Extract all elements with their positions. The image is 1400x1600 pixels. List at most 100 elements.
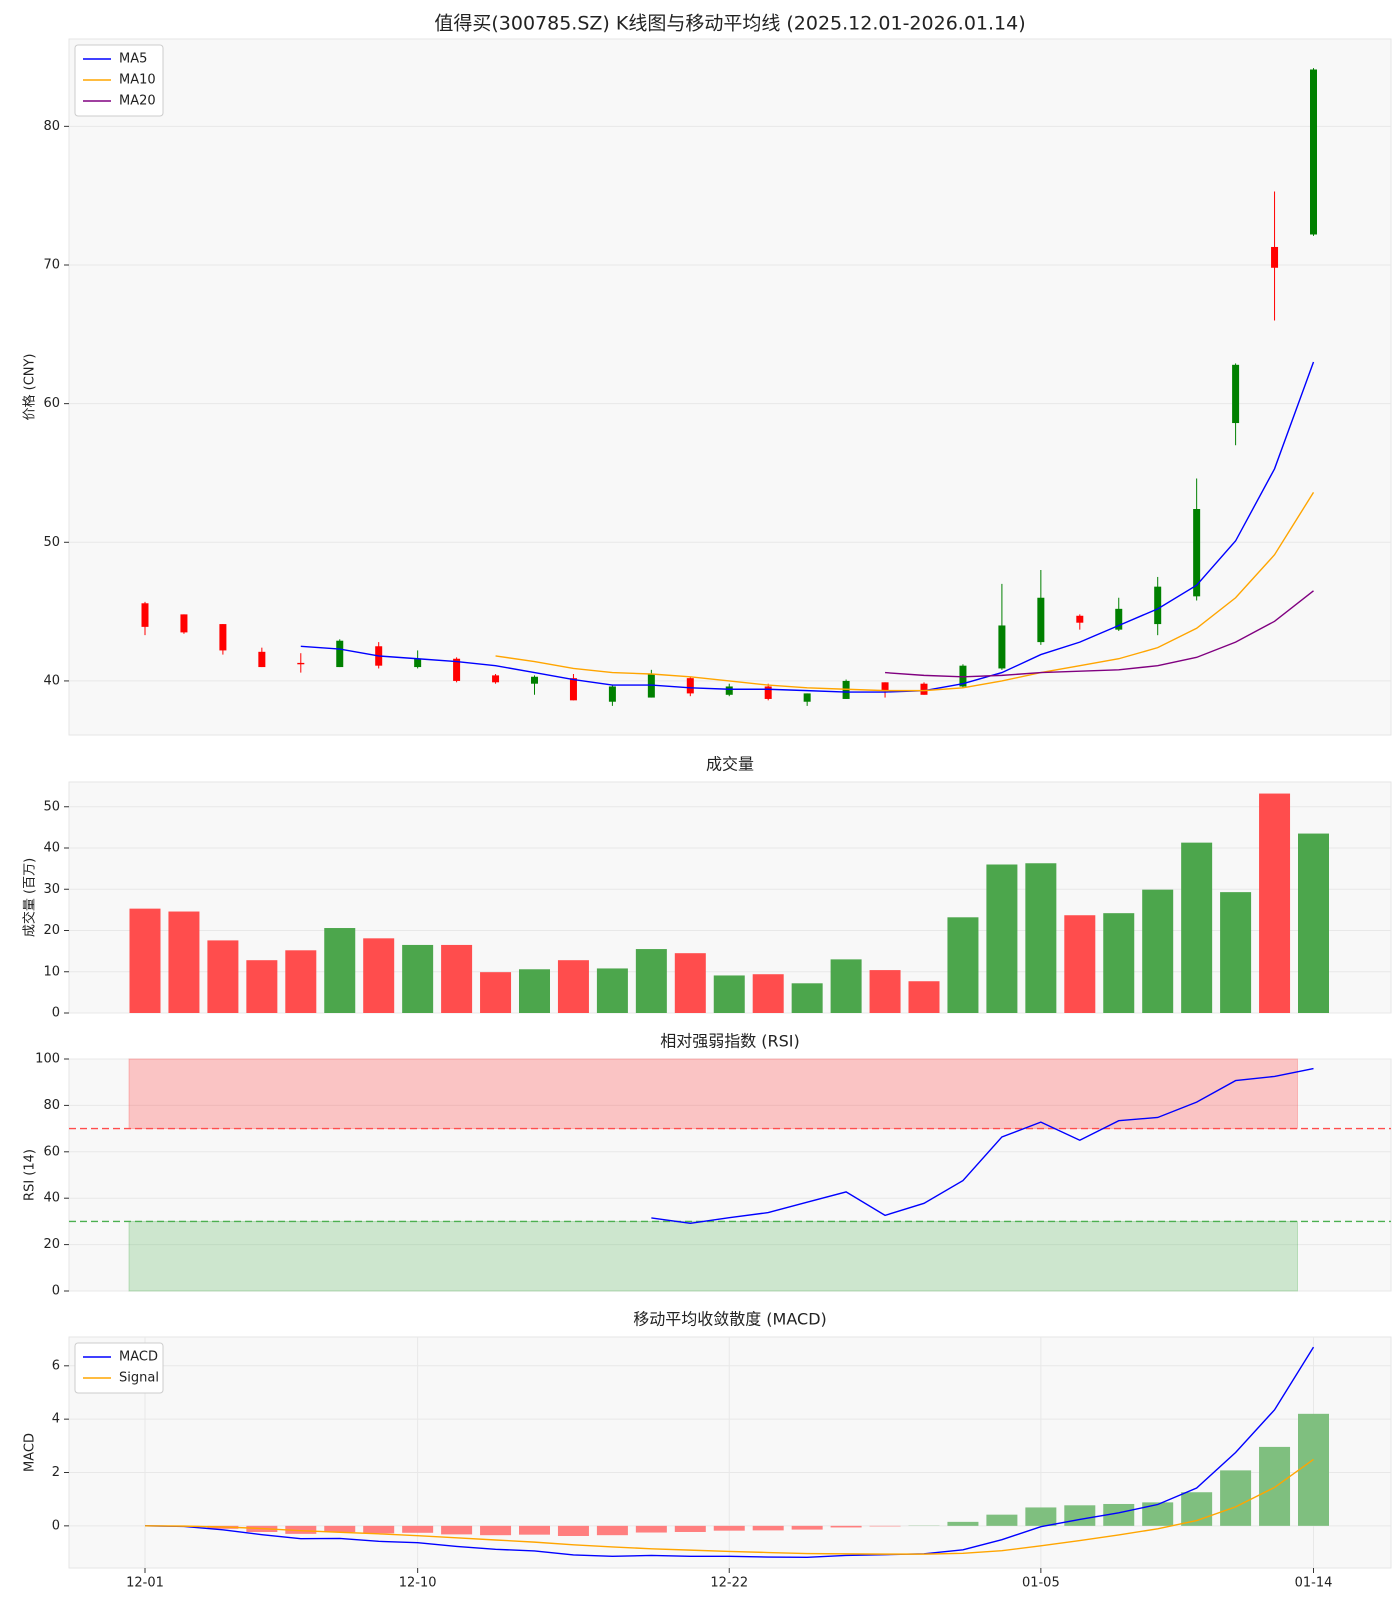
candle-body xyxy=(258,651,266,668)
candle-body xyxy=(1037,597,1045,643)
y-tick-label: 80 xyxy=(43,119,60,134)
histogram-bar xyxy=(791,1525,823,1530)
panel-title: 成交量 xyxy=(706,755,754,774)
histogram-bar xyxy=(674,1525,706,1532)
volume-bar xyxy=(752,974,784,1013)
x-tick-label: 01-05 xyxy=(1022,1576,1060,1591)
histogram-bar xyxy=(752,1525,784,1531)
histogram-bar xyxy=(1025,1507,1057,1526)
volume-bar xyxy=(363,938,395,1013)
y-tick-label: 6 xyxy=(52,1358,60,1373)
oversold-zone xyxy=(128,1220,1298,1292)
histogram-bar xyxy=(441,1525,473,1535)
volume-bar xyxy=(207,940,239,1013)
candle-body xyxy=(297,662,305,665)
candle-body xyxy=(920,683,928,695)
candle-body xyxy=(180,614,188,633)
candle-body xyxy=(764,686,772,699)
panel-title: 相对强弱指数 (RSI) xyxy=(660,1032,800,1051)
histogram-bar xyxy=(869,1525,901,1527)
candle-body xyxy=(219,624,227,651)
candle-body xyxy=(1232,364,1240,424)
histogram-bar xyxy=(363,1525,395,1534)
candle-body xyxy=(803,693,811,702)
candle-body xyxy=(725,686,733,695)
y-tick-label: 50 xyxy=(43,535,60,550)
ma-line xyxy=(495,492,1315,692)
macd-line xyxy=(144,1346,1315,1559)
candle-body xyxy=(1076,615,1084,623)
histogram-bar xyxy=(986,1514,1018,1526)
volume-bar xyxy=(519,969,550,1013)
y-tick-label: 40 xyxy=(43,673,60,688)
volume-bar xyxy=(674,953,706,1013)
legend-label: MA5 xyxy=(119,52,147,67)
plot-area xyxy=(68,1058,1392,1292)
legend-box xyxy=(74,1342,164,1394)
y-tick-label: 80 xyxy=(43,1098,60,1113)
candle-body xyxy=(569,678,577,701)
panel-title: 移动平均收敛散度 (MACD) xyxy=(633,1310,827,1329)
y-tick-label: 100 xyxy=(35,1052,60,1067)
candle-body xyxy=(336,640,344,668)
y-tick-label: 50 xyxy=(43,799,60,814)
y-tick-label: 30 xyxy=(43,882,60,897)
volume-bar xyxy=(168,911,200,1013)
histogram-bar xyxy=(596,1525,628,1536)
volume-bar xyxy=(1220,892,1252,1013)
histogram-bar xyxy=(324,1525,356,1532)
candle-body xyxy=(1154,586,1162,625)
legend-label: Signal xyxy=(119,1371,159,1386)
y-tick-label: 4 xyxy=(52,1412,60,1427)
y-tick-label: 20 xyxy=(43,1237,60,1252)
y-tick-label: 40 xyxy=(43,841,60,856)
volume-bar xyxy=(480,972,512,1013)
plot-area xyxy=(68,1336,1392,1569)
rsi-line xyxy=(651,1067,1314,1224)
volume-bar xyxy=(324,928,356,1013)
y-axis-label: 成交量 (百万) xyxy=(22,858,38,937)
plot-area xyxy=(68,38,1392,736)
macd-line xyxy=(144,1458,1314,1555)
volume-bar xyxy=(402,944,434,1013)
histogram-bar xyxy=(1103,1503,1135,1526)
x-tick-label: 12-10 xyxy=(399,1576,437,1591)
overbought-zone xyxy=(128,1058,1298,1130)
volume-bar xyxy=(1142,889,1174,1013)
histogram-bar xyxy=(635,1525,667,1533)
y-tick-label: 20 xyxy=(43,923,60,938)
y-tick-label: 10 xyxy=(43,964,60,979)
volume-bar xyxy=(596,968,628,1013)
volume-bar xyxy=(1064,915,1096,1013)
y-tick-label: 40 xyxy=(43,1191,60,1206)
histogram-bar xyxy=(830,1525,862,1528)
histogram-bar xyxy=(1064,1505,1096,1526)
volume-bar xyxy=(635,949,667,1013)
volume-bar xyxy=(129,908,161,1013)
legend-label: MA20 xyxy=(119,94,156,109)
histogram-bar xyxy=(519,1525,550,1535)
volume-bar xyxy=(830,959,862,1013)
x-tick-label: 12-22 xyxy=(710,1576,748,1591)
x-tick-label: 01-14 xyxy=(1295,1576,1333,1591)
volume-bar xyxy=(791,983,823,1013)
histogram-bar xyxy=(1259,1446,1291,1526)
y-axis-label: RSI (14) xyxy=(23,1149,38,1201)
candle-body xyxy=(414,658,422,668)
volume-bar xyxy=(1181,842,1213,1013)
volume-bar xyxy=(713,975,745,1013)
candle-body xyxy=(1193,509,1201,597)
volume-bar xyxy=(285,950,317,1013)
y-tick-label: 0 xyxy=(52,1518,60,1533)
candle-body xyxy=(453,658,461,681)
y-tick-label: 60 xyxy=(43,1144,60,1159)
legend-box xyxy=(74,44,164,117)
histogram-bar xyxy=(1298,1413,1329,1526)
candle-body xyxy=(881,682,889,691)
volume-bar xyxy=(246,960,278,1013)
histogram-bar xyxy=(947,1521,979,1526)
volume-bar xyxy=(1298,833,1329,1013)
candle-body xyxy=(1271,246,1279,268)
y-tick-label: 0 xyxy=(52,1284,60,1299)
candle-body xyxy=(492,675,500,683)
